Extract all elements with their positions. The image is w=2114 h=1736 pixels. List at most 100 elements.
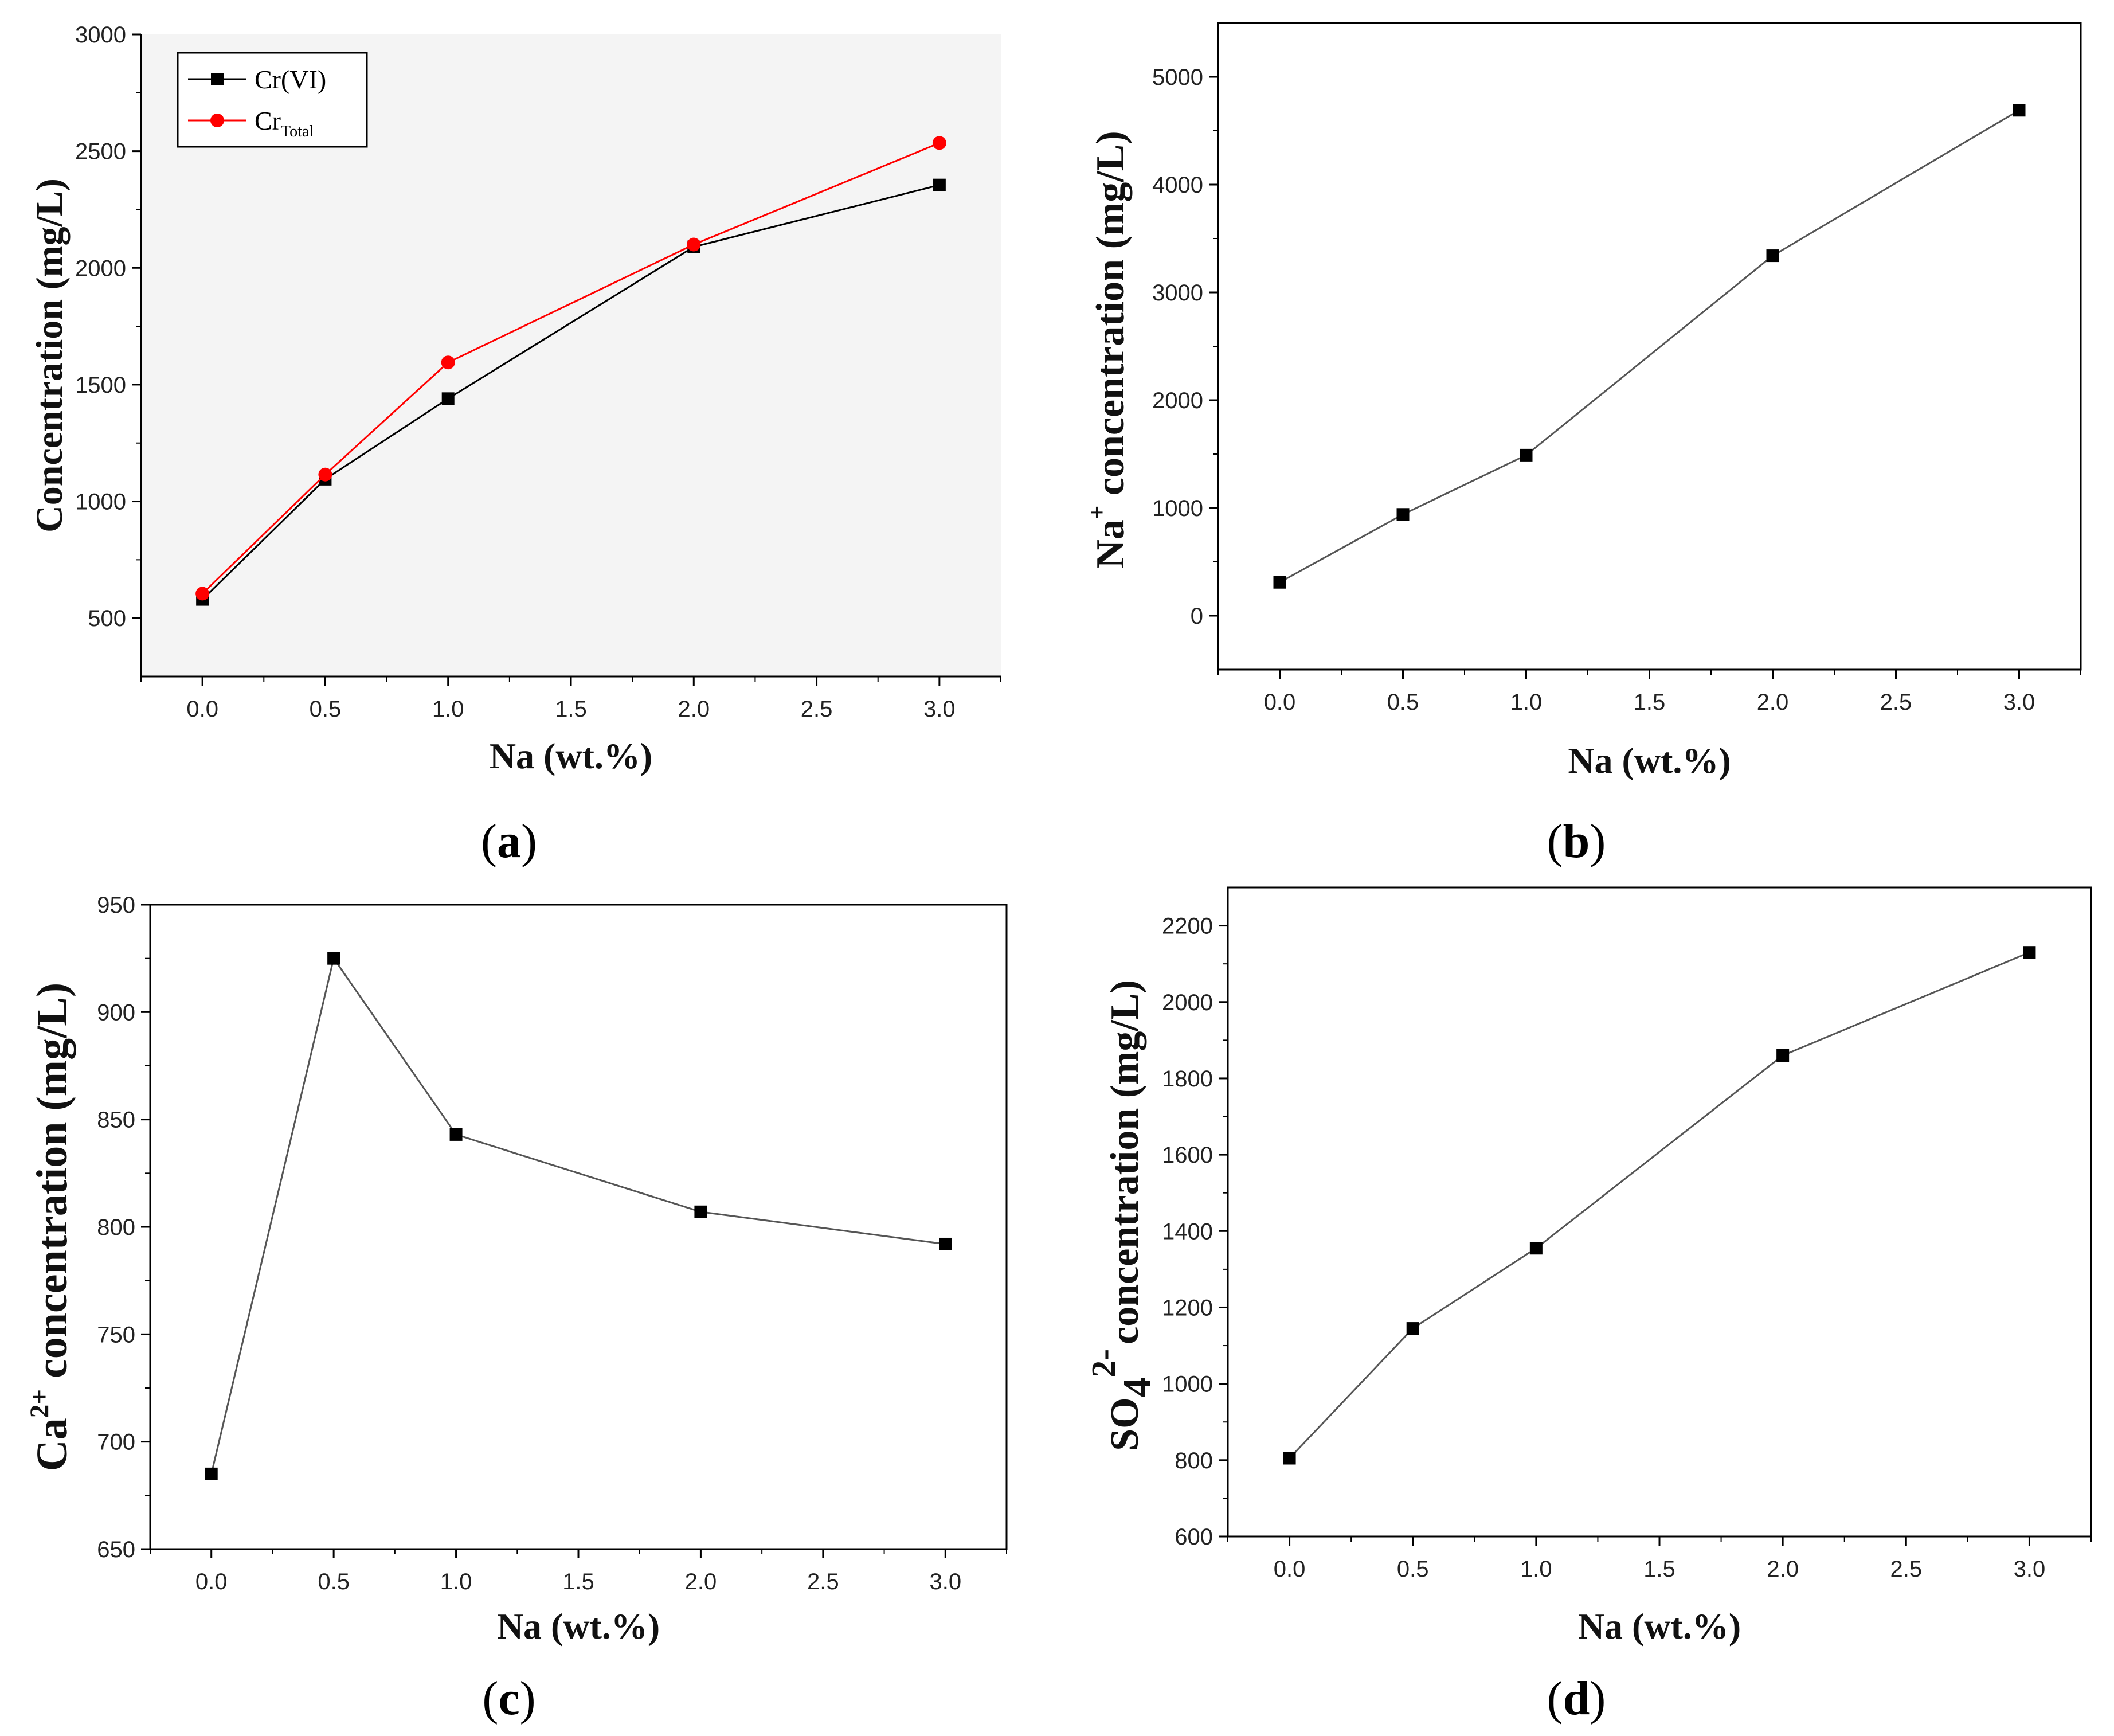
x-tick-label: 0.5 [310, 697, 342, 722]
data-point [2023, 946, 2036, 959]
x-tick-label: 3.0 [2003, 690, 2035, 715]
panel-caption: (c) [482, 1672, 535, 1725]
y-tick-label: 2000 [1162, 990, 1213, 1015]
data-point [939, 1237, 952, 1250]
x-tick-label: 0.0 [1274, 1557, 1306, 1582]
y-axis-label: Na+ concentration (mg/L) [1084, 131, 1133, 568]
y-tick-label: 1500 [75, 373, 126, 398]
legend-box [177, 52, 368, 148]
x-tick-label: 2.5 [807, 1569, 839, 1594]
y-tick-label: 500 [88, 606, 126, 631]
plot-frame [1227, 886, 2092, 1538]
data-point [933, 178, 946, 191]
x-tick-label: 3.0 [923, 697, 956, 722]
x-tick-label: 0.0 [1264, 690, 1296, 715]
y-tick-label: 2000 [75, 256, 126, 281]
y-tick-label: 1000 [1152, 496, 1203, 521]
x-axis-label: Na (wt.%) [497, 1606, 660, 1647]
y-tick-label: 1600 [1162, 1143, 1213, 1168]
chart-panel-d: 0.0 0.5 1.0 1.5 2.0 2.5 3.0 600 800 1000 1200 1400 1… [1085, 886, 2092, 1725]
data-point [441, 392, 455, 405]
panel-caption: (d) [1547, 1672, 1606, 1725]
data-point [694, 1205, 707, 1218]
plot-frame [1217, 22, 2082, 671]
y-tick-label: 2200 [1162, 914, 1213, 939]
y-tick-label: 1000 [75, 490, 126, 515]
chart-panel-b: 0.0 0.5 1.0 1.5 2.0 2.5 3.0 0 1000 2000 3000 4000 50… [1084, 22, 2082, 868]
x-tick-label: 1.5 [1634, 690, 1666, 715]
y-tick-label: 900 [97, 1000, 135, 1025]
x-axis-label: Na (wt.%) [1568, 740, 1731, 781]
x-tick-label: 2.5 [1890, 1557, 1922, 1582]
x-tick-label: 0.5 [318, 1569, 350, 1594]
data-point [195, 587, 210, 601]
y-tick-label: 3000 [1152, 280, 1203, 306]
y-tick-label: 700 [97, 1430, 135, 1455]
y-tick-label: 750 [97, 1322, 135, 1347]
panel-caption: (a) [481, 815, 537, 868]
data-point [1396, 508, 1410, 521]
legend-label: CrTotal [255, 106, 314, 140]
x-tick-label: 1.5 [555, 697, 587, 722]
legend-label: Cr(VI) [255, 65, 326, 94]
chart-panel-c: 0.0 0.5 1.0 1.5 2.0 2.5 3.0 650 700 750 800 850 900 9… [25, 893, 1008, 1725]
y-axis-label: SO42-concentration (mg/L) [1085, 980, 1160, 1451]
x-tick-label: 2.0 [678, 697, 710, 722]
x-tick-label: 1.0 [1510, 690, 1543, 715]
x-tick-label: 3.0 [929, 1569, 961, 1594]
y-tick-label: 650 [97, 1537, 135, 1562]
data-point [1283, 1452, 1296, 1465]
x-tick-label: 1.5 [1643, 1557, 1675, 1582]
x-tick-label: 2.0 [1767, 1557, 1799, 1582]
data-point [449, 1128, 463, 1141]
x-tick-label: 0.5 [1397, 1557, 1429, 1582]
chart-panel-a: 0.0 0.5 1.0 1.5 2.0 2.5 3.0 500 1000 1500 2000 2500… [29, 22, 1001, 868]
data-point [687, 237, 701, 252]
y-tick-label: 5000 [1152, 65, 1203, 90]
y-tick-label: 3000 [75, 22, 126, 48]
x-axis-label: Na (wt.%) [490, 736, 652, 776]
data-point [441, 355, 455, 370]
y-tick-label: 1800 [1162, 1066, 1213, 1092]
y-tick-label: 800 [1175, 1448, 1213, 1473]
x-tick-label: 2.0 [685, 1569, 717, 1594]
y-tick-label: 1400 [1162, 1219, 1213, 1244]
y-tick-label: 2000 [1152, 388, 1203, 413]
y-tick-label: 950 [97, 893, 135, 918]
data-point [1406, 1322, 1419, 1335]
x-tick-label: 2.5 [1880, 690, 1912, 715]
data-point [205, 1467, 218, 1480]
series-line-b-0 [1279, 109, 2020, 584]
series-line-c-0 [210, 956, 946, 1475]
y-tick-label: 1000 [1162, 1372, 1213, 1397]
y-tick-label: 2500 [75, 139, 126, 165]
x-axis-label: Na (wt.%) [1578, 1606, 1741, 1647]
y-tick-label: 1200 [1162, 1295, 1213, 1320]
y-tick-label: 850 [97, 1108, 135, 1133]
x-tick-label: 1.5 [562, 1569, 594, 1594]
x-tick-label: 2.5 [801, 697, 833, 722]
panel-caption: (b) [1547, 815, 1606, 868]
data-point [1776, 1049, 1790, 1062]
data-point [1273, 576, 1286, 589]
data-point [1520, 448, 1533, 462]
data-point [1529, 1242, 1543, 1255]
data-point [1766, 249, 1779, 263]
x-tick-label: 2.0 [1757, 690, 1789, 715]
x-tick-label: 0.5 [1387, 690, 1419, 715]
legend-marker [210, 114, 224, 127]
legend-marker [211, 73, 224, 85]
y-axis-label: Ca2+ concentration (mg/L) [25, 983, 76, 1471]
data-point [932, 136, 946, 150]
x-tick-label: 1.0 [432, 697, 464, 722]
series-line-d-0 [1289, 951, 2030, 1459]
y-tick-label: 4000 [1152, 173, 1203, 198]
y-tick-label: 600 [1175, 1524, 1213, 1550]
y-tick-label: 0 [1191, 604, 1203, 629]
x-tick-label: 0.0 [186, 697, 218, 722]
data-point [2013, 104, 2026, 117]
x-tick-label: 3.0 [2014, 1557, 2046, 1582]
plot-frame [149, 904, 1008, 1550]
data-point [327, 952, 340, 965]
